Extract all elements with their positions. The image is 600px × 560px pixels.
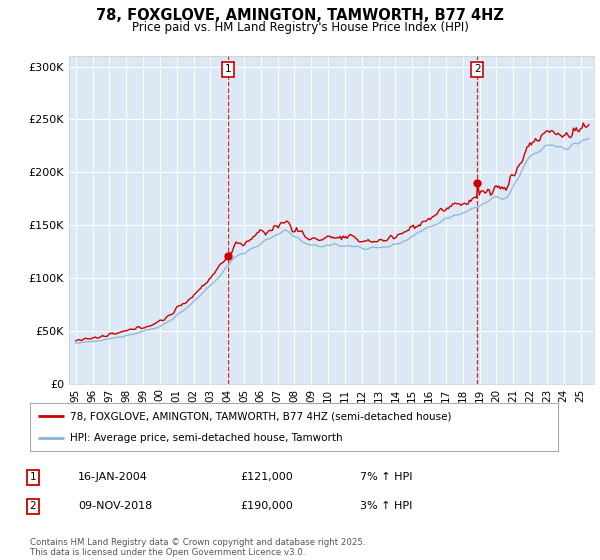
Text: £190,000: £190,000 [240, 501, 293, 511]
Text: 16-JAN-2004: 16-JAN-2004 [78, 472, 148, 482]
Text: 2: 2 [29, 501, 37, 511]
Text: 7% ↑ HPI: 7% ↑ HPI [360, 472, 413, 482]
Text: Price paid vs. HM Land Registry's House Price Index (HPI): Price paid vs. HM Land Registry's House … [131, 21, 469, 34]
Text: 1: 1 [224, 64, 231, 74]
Text: 09-NOV-2018: 09-NOV-2018 [78, 501, 152, 511]
Text: 78, FOXGLOVE, AMINGTON, TAMWORTH, B77 4HZ (semi-detached house): 78, FOXGLOVE, AMINGTON, TAMWORTH, B77 4H… [70, 411, 451, 421]
Text: £121,000: £121,000 [240, 472, 293, 482]
Text: Contains HM Land Registry data © Crown copyright and database right 2025.
This d: Contains HM Land Registry data © Crown c… [30, 538, 365, 557]
Text: 3% ↑ HPI: 3% ↑ HPI [360, 501, 412, 511]
Text: 1: 1 [29, 472, 37, 482]
Text: HPI: Average price, semi-detached house, Tamworth: HPI: Average price, semi-detached house,… [70, 433, 342, 443]
Text: 78, FOXGLOVE, AMINGTON, TAMWORTH, B77 4HZ: 78, FOXGLOVE, AMINGTON, TAMWORTH, B77 4H… [96, 8, 504, 24]
Text: 2: 2 [474, 64, 481, 74]
